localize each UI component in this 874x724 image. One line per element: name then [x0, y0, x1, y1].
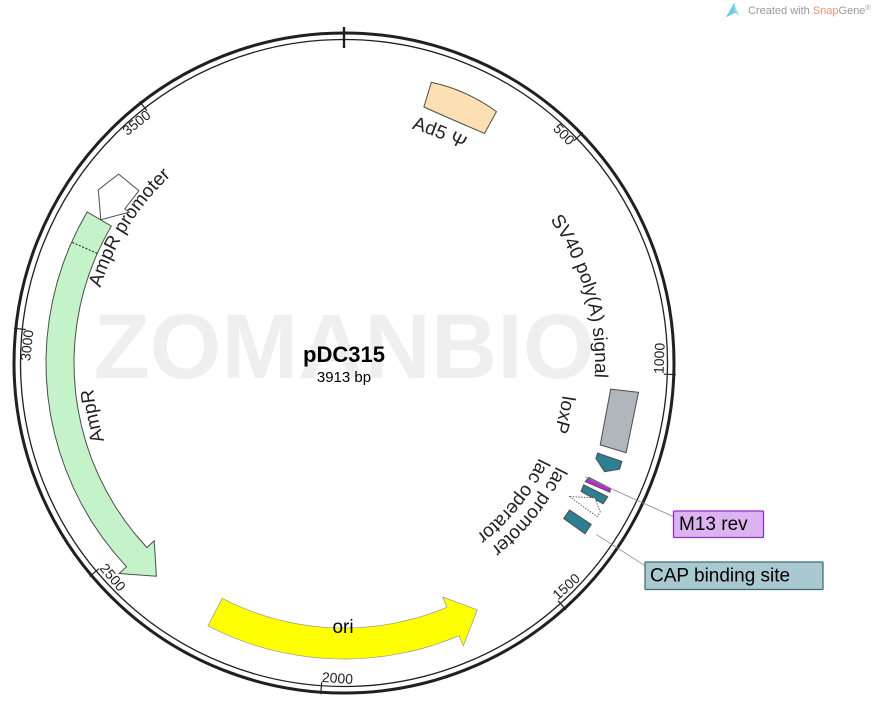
svg-text:CAP binding site: CAP binding site — [650, 566, 790, 587]
svg-text:2000: 2000 — [321, 669, 353, 687]
svg-text:3500: 3500 — [119, 107, 154, 139]
svg-text:ori: ori — [332, 617, 353, 638]
svg-text:Created with SnapGene®: Created with SnapGene® — [748, 4, 871, 17]
svg-text:3000: 3000 — [17, 329, 36, 362]
svg-text:1000: 1000 — [651, 342, 668, 374]
svg-text:pDC315: pDC315 — [303, 342, 385, 367]
svg-text:loxP: loxP — [549, 395, 578, 436]
svg-text:3913 bp: 3913 bp — [317, 369, 371, 386]
svg-text:M13 rev: M13 rev — [679, 514, 748, 535]
